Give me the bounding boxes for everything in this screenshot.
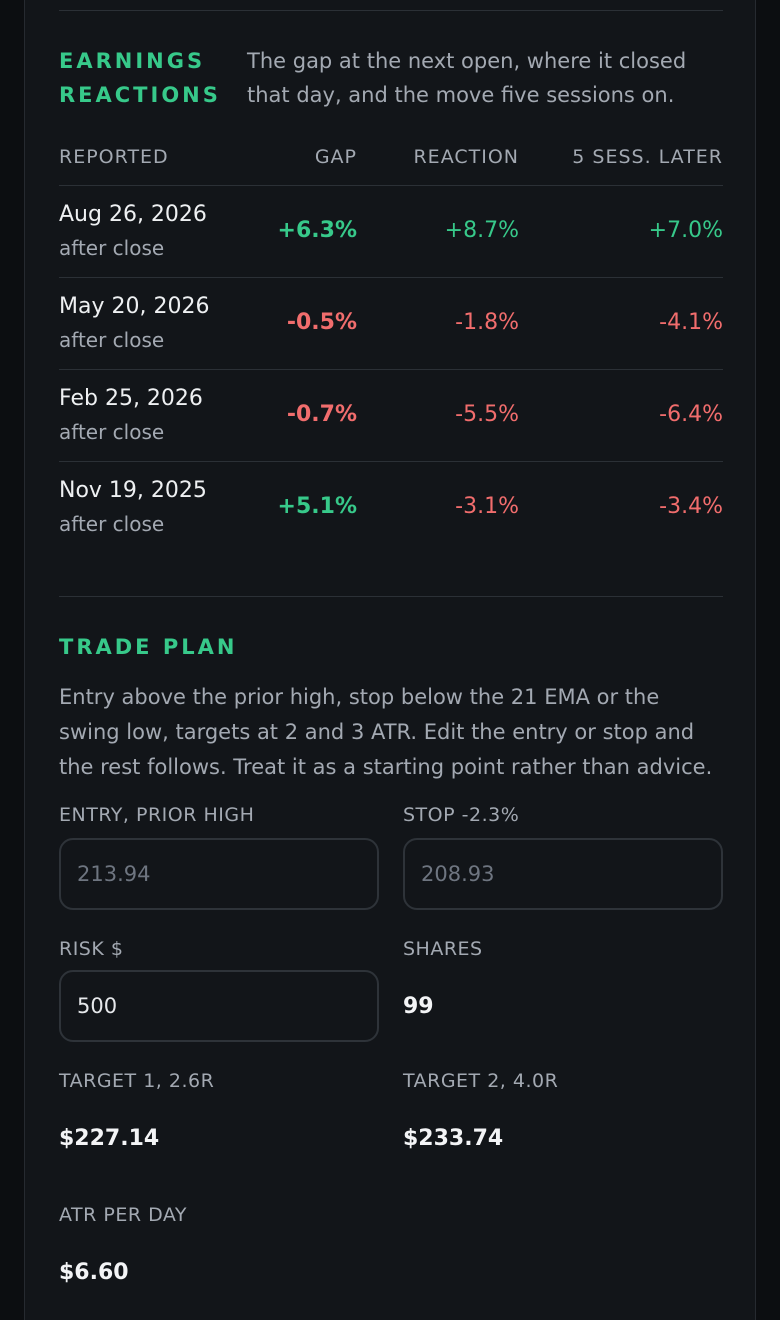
row-reaction: -3.1% <box>455 494 519 519</box>
top-divider <box>59 10 723 11</box>
table-header: REPORTED GAP REACTION 5 SESS. LATER <box>59 140 723 186</box>
trade-plan-title: TRADE PLAN <box>59 635 238 659</box>
row-later: -3.4% <box>659 494 723 519</box>
row-later: +7.0% <box>648 218 723 243</box>
stop-label: STOP -2.3% <box>403 804 520 826</box>
table-row: May 20, 2026 after close -0.5% -1.8% -4.… <box>59 278 723 370</box>
earnings-title: EARNINGS REACTIONS <box>59 49 221 107</box>
target2-value: $233.74 <box>403 1126 504 1151</box>
row-timing: after close <box>59 328 165 352</box>
trade-plan-description: Entry above the prior high, stop below t… <box>59 685 713 779</box>
entry-input[interactable] <box>59 838 379 910</box>
stop-input[interactable] <box>403 838 723 910</box>
row-later: -6.4% <box>659 402 723 427</box>
target1-label: TARGET 1, 2.6R <box>59 1070 215 1092</box>
row-gap: -0.5% <box>286 310 357 335</box>
row-reaction: -5.5% <box>455 402 519 427</box>
risk-input[interactable] <box>59 970 379 1042</box>
row-date: May 20, 2026 <box>59 294 210 319</box>
col-later: 5 SESS. LATER <box>572 146 723 168</box>
target2-label: TARGET 2, 4.0R <box>403 1070 559 1092</box>
earnings-panel: EARNINGS REACTIONS The gap at the next o… <box>24 0 756 1320</box>
earnings-table: REPORTED GAP REACTION 5 SESS. LATER Aug … <box>59 140 723 554</box>
row-later: -4.1% <box>659 310 723 335</box>
row-date: Aug 26, 2026 <box>59 202 207 227</box>
row-timing: after close <box>59 512 165 536</box>
entry-label: ENTRY, PRIOR HIGH <box>59 804 255 826</box>
target1-value: $227.14 <box>59 1126 160 1151</box>
table-row: Nov 19, 2025 after close +5.1% -3.1% -3.… <box>59 462 723 554</box>
section-divider <box>59 596 723 597</box>
row-timing: after close <box>59 420 165 444</box>
risk-label: RISK $ <box>59 938 124 960</box>
row-timing: after close <box>59 236 165 260</box>
col-reported: REPORTED <box>59 146 169 168</box>
earnings-description: The gap at the next open, where it close… <box>247 49 687 107</box>
atr-value: $6.60 <box>59 1260 129 1285</box>
row-reaction: -1.8% <box>455 310 519 335</box>
earnings-header: EARNINGS REACTIONS The gap at the next o… <box>59 44 723 114</box>
shares-value: 99 <box>403 994 434 1019</box>
shares-label: SHARES <box>403 938 483 960</box>
col-gap: GAP <box>314 146 357 168</box>
row-date: Nov 19, 2025 <box>59 478 207 503</box>
row-gap: +6.3% <box>277 218 357 243</box>
table-row: Aug 26, 2026 after close +6.3% +8.7% +7.… <box>59 186 723 278</box>
table-row: Feb 25, 2026 after close -0.7% -5.5% -6.… <box>59 370 723 462</box>
row-gap: -0.7% <box>286 402 357 427</box>
row-gap: +5.1% <box>277 494 357 519</box>
atr-label: ATR PER DAY <box>59 1204 187 1226</box>
row-reaction: +8.7% <box>444 218 519 243</box>
row-date: Feb 25, 2026 <box>59 386 203 411</box>
col-reaction: REACTION <box>413 146 519 168</box>
